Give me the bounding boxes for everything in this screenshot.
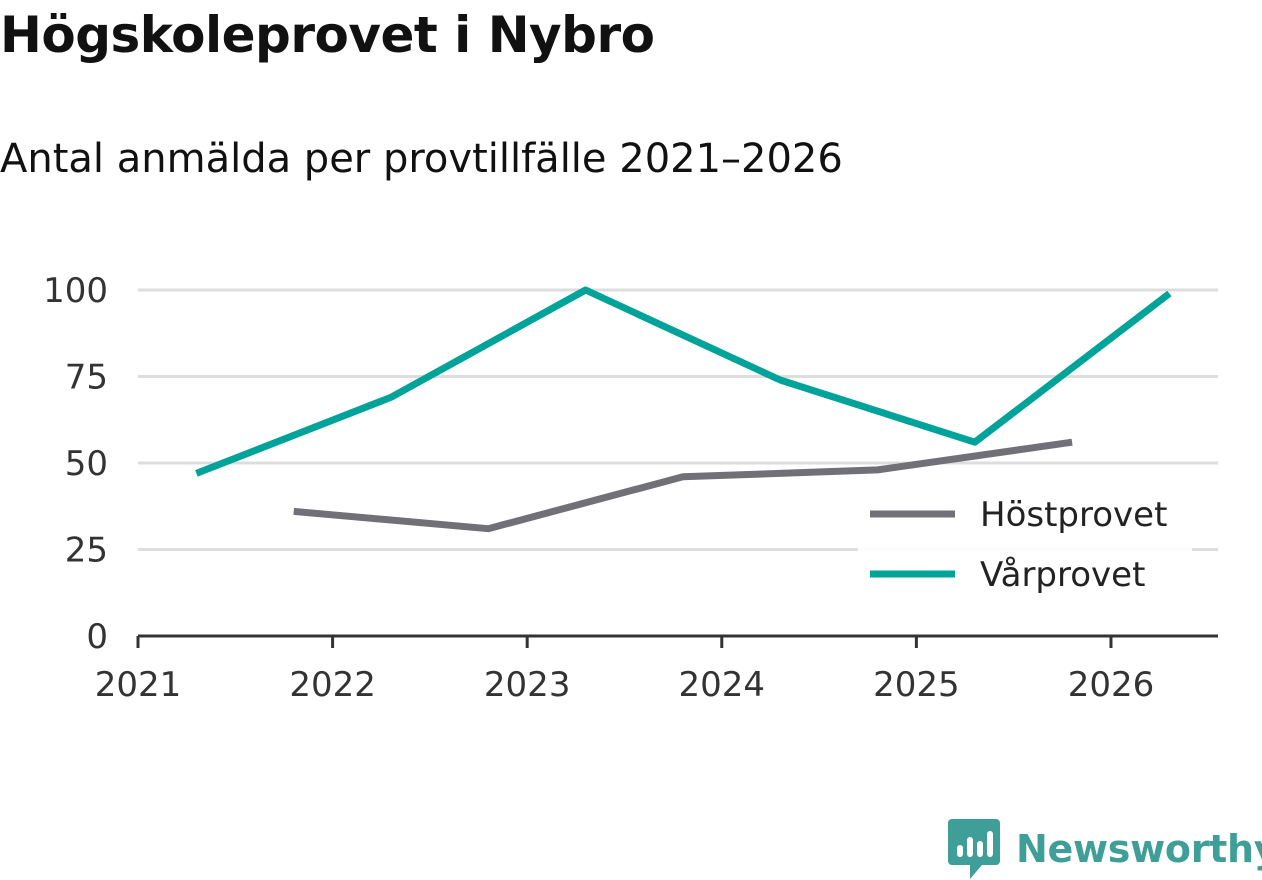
x-tick-label-2024: 2024 xyxy=(679,665,766,705)
x-tick-label-2025: 2025 xyxy=(873,665,960,705)
chart-subtitle: Antal anmälda per provtillfälle 2021–202… xyxy=(0,136,843,182)
x-tick-label-2021: 2021 xyxy=(95,665,182,705)
legend-label-hostprovet: Höstprovet xyxy=(980,495,1167,535)
brand-name: Newsworthy xyxy=(1016,827,1262,871)
x-tick-label-2026: 2026 xyxy=(1068,665,1155,705)
newsworthy-logo: Newsworthy xyxy=(948,818,1262,880)
legend-background xyxy=(858,488,1192,616)
y-tick-label-50: 50 xyxy=(65,444,108,484)
y-tick-label-0: 0 xyxy=(86,617,108,657)
series-line-hostprovet xyxy=(293,438,1073,533)
chart-title: Högskoleprovet i Nybro xyxy=(0,6,655,64)
y-tick-label-75: 75 xyxy=(65,358,108,398)
y-tick-label-100: 100 xyxy=(43,271,108,311)
y-tick-label-25: 25 xyxy=(65,531,108,571)
x-tick-label-2022: 2022 xyxy=(289,665,376,705)
x-tick-label-2023: 2023 xyxy=(484,665,571,705)
legend-label-varprovet: Vårprovet xyxy=(980,555,1145,595)
series-line-varprovet xyxy=(195,286,1172,477)
newsworthy-chart-bubble-icon xyxy=(948,819,1000,879)
